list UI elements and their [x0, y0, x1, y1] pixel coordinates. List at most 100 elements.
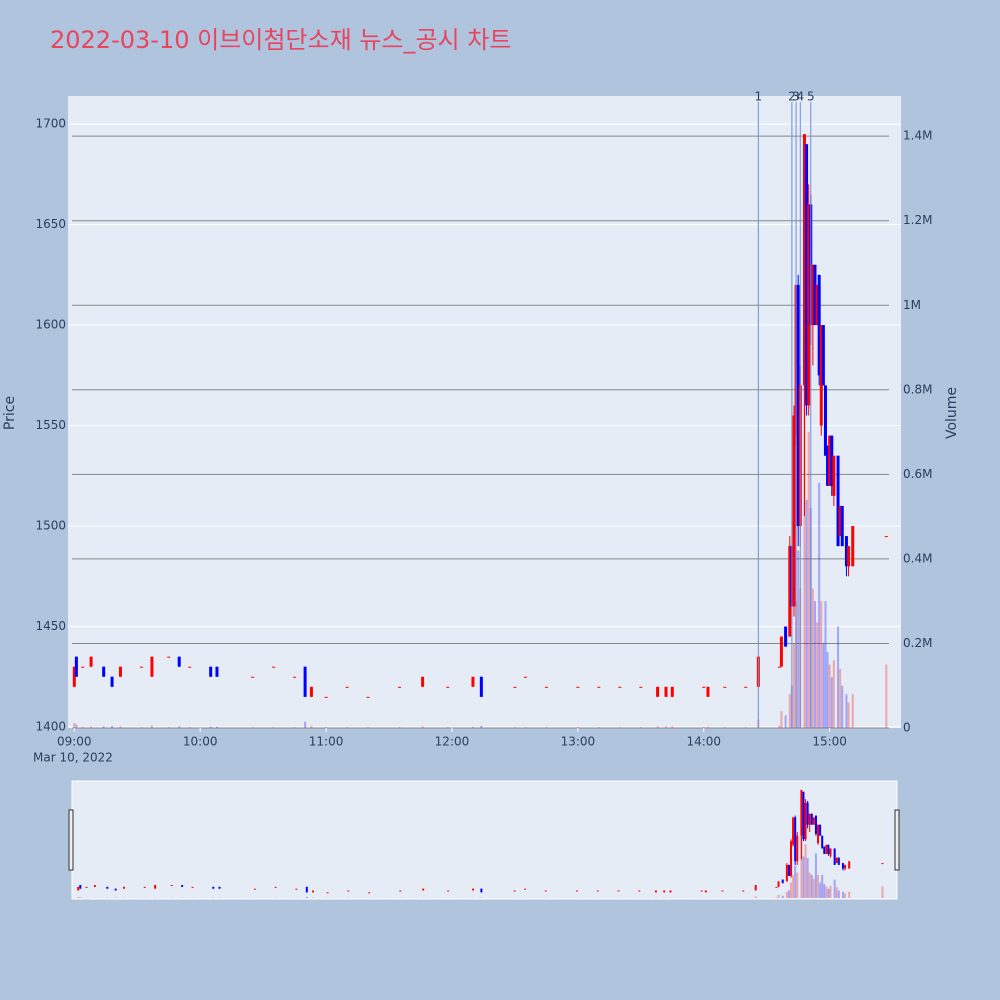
slider-body: [794, 817, 797, 862]
slider-body: [669, 890, 672, 893]
candle-body: [802, 134, 806, 386]
slider-body: [775, 886, 778, 888]
candle-body: [639, 686, 643, 688]
slider-body: [305, 886, 308, 893]
candle-body: [744, 686, 748, 688]
y-tick-label: 1600: [35, 318, 66, 332]
candle-volume-bar: [293, 727, 296, 728]
candle-volume-bar: [346, 727, 349, 728]
slider-volume-bar: [77, 897, 80, 898]
candle-volume-bar: [832, 660, 835, 728]
candle-volume-bar: [664, 726, 667, 728]
candle-volume-bar: [140, 727, 143, 728]
candle-body: [209, 666, 213, 677]
candle-body: [309, 686, 313, 697]
candle-volume-bar: [446, 727, 449, 728]
y-tick-label: 1400: [35, 719, 66, 733]
candle-volume-bar: [885, 664, 888, 728]
slider-body: [212, 886, 215, 889]
candle-volume-bar: [780, 711, 783, 728]
slider-body: [792, 817, 795, 845]
candle-body: [272, 666, 276, 668]
slider-body: [806, 802, 809, 825]
candle-body: [74, 656, 78, 677]
slider-body: [802, 791, 805, 840]
slider-body: [422, 888, 425, 891]
candle-volume-bar: [824, 601, 827, 728]
candle-body: [150, 656, 154, 677]
candle-body: [446, 686, 450, 688]
x-tick-label: 13:00: [561, 735, 596, 749]
candle-body: [102, 666, 106, 677]
candle-body: [215, 666, 219, 677]
candle-volume-bar: [325, 727, 328, 728]
y2-tick-label: 0: [903, 721, 911, 735]
candle-volume-bar: [744, 727, 747, 728]
candle-body: [823, 385, 827, 456]
candle-volume-bar: [188, 727, 191, 728]
slider-volume-bar: [305, 896, 308, 898]
slider-body: [93, 885, 96, 887]
candle-body: [670, 686, 674, 697]
candle-volume-bar: [639, 727, 642, 728]
candle-body: [324, 696, 328, 698]
candle-body: [779, 636, 783, 667]
candle-body: [72, 666, 76, 687]
slider-volume-bar: [825, 886, 828, 898]
candle-body: [796, 284, 800, 527]
candle-volume-bar: [847, 702, 850, 728]
slider-body: [848, 861, 851, 869]
candle-body: [847, 546, 851, 567]
candle-volume-bar: [215, 726, 218, 728]
candle-body: [805, 144, 809, 406]
candle-body: [177, 656, 181, 667]
candle-volume-bar: [706, 726, 709, 728]
candle-body: [597, 686, 601, 688]
slider-body: [513, 890, 516, 892]
annotation-label: 2: [788, 90, 796, 104]
candle-volume-bar: [811, 588, 814, 728]
range-slider[interactable]: [71, 780, 898, 900]
plot-area: [68, 96, 901, 728]
slider-volume-bar: [835, 887, 838, 898]
candle-body: [366, 696, 370, 698]
slider-volume-bar: [812, 878, 815, 898]
candle-body: [167, 656, 171, 658]
candle-body: [618, 686, 622, 688]
slider-body: [617, 890, 620, 892]
slider-body: [79, 885, 82, 889]
slider-volume-bar: [754, 896, 757, 898]
slider-volume-bar: [794, 865, 797, 898]
slider-volume-bar: [817, 874, 820, 898]
y-axis-title: Price: [2, 396, 18, 430]
slider-body: [812, 817, 815, 825]
candle-volume-bar: [367, 727, 370, 728]
y2-tick-label: 0.8M: [903, 382, 932, 396]
candle-body: [303, 666, 307, 697]
candle-body: [345, 686, 349, 688]
slider-handle-left[interactable]: [68, 809, 74, 871]
slider-handle-right[interactable]: [894, 809, 900, 871]
candle-body: [784, 626, 788, 647]
slider-volume-bar: [777, 894, 780, 898]
slider-body: [777, 881, 780, 887]
candle-volume-bar: [304, 721, 307, 728]
slider-body: [170, 885, 173, 887]
slider-body: [810, 813, 813, 825]
slider-body: [821, 835, 824, 849]
candle-volume-bar: [618, 727, 621, 728]
y2-tick-label: 0.6M: [903, 467, 932, 481]
candle-body: [840, 505, 844, 547]
slider-volume-bar: [823, 884, 826, 898]
y2-tick-label: 0.2M: [903, 636, 932, 650]
candle-volume-bar: [820, 601, 823, 728]
candle-body: [826, 445, 830, 486]
slider-body: [663, 890, 666, 893]
slider-body: [837, 857, 840, 865]
slider-body: [368, 892, 371, 894]
slider-body: [181, 885, 184, 887]
annotation-label: 3: [792, 90, 800, 104]
candle-volume-bar: [837, 626, 840, 728]
slider-body: [754, 885, 757, 891]
slider-volume-bar: [785, 891, 788, 898]
